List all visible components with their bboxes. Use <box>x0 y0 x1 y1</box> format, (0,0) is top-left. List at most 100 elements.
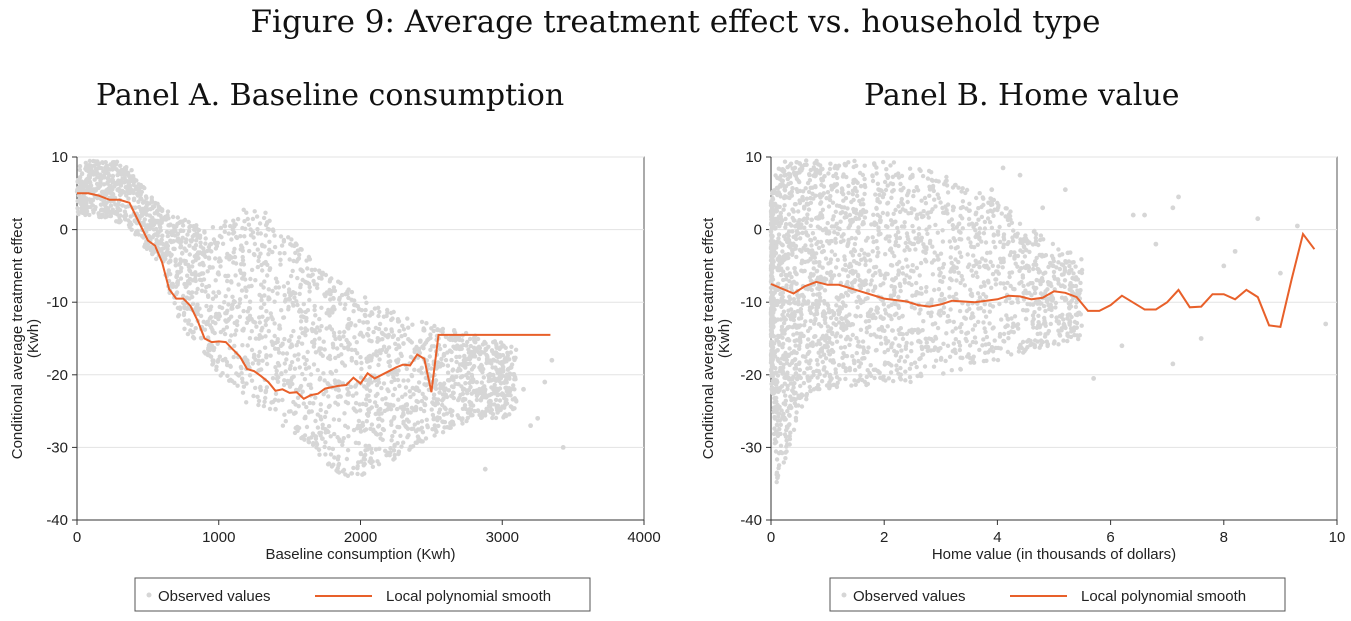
scatter-point <box>262 293 267 298</box>
scatter-point <box>835 226 841 231</box>
scatter-point <box>994 269 999 274</box>
scatter-point <box>483 387 488 392</box>
scatter-point <box>1017 268 1022 274</box>
scatter-point <box>1048 321 1053 327</box>
scatter-point <box>811 292 816 297</box>
scatter-point <box>309 267 314 273</box>
scatter-point <box>903 346 908 351</box>
scatter-point <box>882 350 887 355</box>
scatter-point <box>983 294 989 299</box>
scatter-point <box>377 357 382 362</box>
scatter-point <box>1015 231 1020 236</box>
scatter-point <box>897 235 903 241</box>
scatter-point <box>1010 300 1015 305</box>
scatter-point <box>860 197 865 202</box>
scatter-point <box>288 363 293 369</box>
scatter-point <box>414 344 419 350</box>
scatter-point <box>322 292 327 297</box>
scatter-point <box>1079 267 1085 273</box>
scatter-point <box>206 244 212 250</box>
scatter-point <box>959 273 964 279</box>
scatter-point <box>785 325 791 330</box>
scatter-point <box>150 250 156 256</box>
scatter-point <box>1017 221 1023 226</box>
scatter-point <box>1025 308 1030 313</box>
scatter-point <box>805 343 810 348</box>
scatter-point <box>268 353 273 358</box>
scatter-point <box>806 337 811 342</box>
scatter-point <box>292 353 297 358</box>
scatter-point <box>967 208 972 213</box>
scatter-point <box>355 351 360 356</box>
scatter-point <box>283 369 288 374</box>
scatter-point <box>914 185 919 190</box>
scatter-point <box>287 297 292 302</box>
scatter-point <box>129 168 134 173</box>
scatter-point <box>945 190 951 195</box>
scatter-point <box>846 183 851 189</box>
scatter-point <box>948 255 953 260</box>
scatter-point <box>470 379 476 385</box>
scatter-point <box>868 282 873 287</box>
scatter-point <box>249 267 255 273</box>
scatter-point <box>244 320 250 325</box>
scatter-point <box>814 241 819 247</box>
scatter-point <box>343 302 348 307</box>
scatter-point <box>808 185 813 190</box>
scatter-point <box>977 226 983 231</box>
scatter-point <box>374 431 379 437</box>
scatter-point <box>140 200 146 205</box>
scatter-point <box>156 204 162 209</box>
scatter-point <box>476 356 482 362</box>
scatter-point <box>286 287 292 292</box>
scatter-point <box>477 412 482 418</box>
scatter-point <box>110 160 116 165</box>
scatter-point <box>365 320 370 325</box>
scatter-point <box>343 292 348 297</box>
scatter-point <box>944 178 949 183</box>
scatter-point <box>369 450 374 455</box>
scatter-point <box>351 427 357 433</box>
scatter-point <box>449 384 455 389</box>
scatter-point <box>949 368 954 373</box>
scatter-point <box>935 192 940 197</box>
scatter-point <box>344 456 350 462</box>
scatter-point <box>951 319 956 325</box>
scatter-point <box>186 228 192 234</box>
legend-marker-observed <box>146 592 152 598</box>
scatter-point <box>312 337 317 343</box>
scatter-point <box>450 408 455 414</box>
scatter-point <box>213 241 218 246</box>
scatter-point <box>845 334 850 340</box>
scatter-point <box>1012 250 1017 255</box>
scatter-point <box>190 259 196 264</box>
scatter-point <box>793 173 799 179</box>
scatter-point <box>1061 338 1066 343</box>
scatter-point <box>245 343 250 348</box>
scatter-point <box>282 378 287 383</box>
scatter-point <box>891 160 897 165</box>
scatter-point <box>974 195 979 201</box>
scatter-point <box>326 404 332 409</box>
scatter-point <box>991 239 996 245</box>
scatter-point <box>222 300 227 305</box>
scatter-point <box>798 383 803 389</box>
scatter-point <box>482 411 487 416</box>
scatter-point <box>924 285 929 290</box>
scatter-point <box>891 211 896 216</box>
y-tick-label: -10 <box>46 294 68 311</box>
scatter-point <box>985 209 991 214</box>
scatter-point <box>872 375 877 381</box>
scatter-point <box>419 425 425 430</box>
scatter-point <box>776 465 781 471</box>
scatter-point <box>773 251 779 256</box>
scatter-point <box>768 258 774 263</box>
scatter-point <box>810 343 815 349</box>
scatter-point <box>862 176 867 182</box>
scatter-point <box>970 273 976 278</box>
scatter-point <box>1012 287 1017 292</box>
scatter-point <box>925 348 930 353</box>
scatter-point <box>866 269 871 274</box>
scatter-point <box>469 391 474 396</box>
scatter-point <box>820 359 825 365</box>
